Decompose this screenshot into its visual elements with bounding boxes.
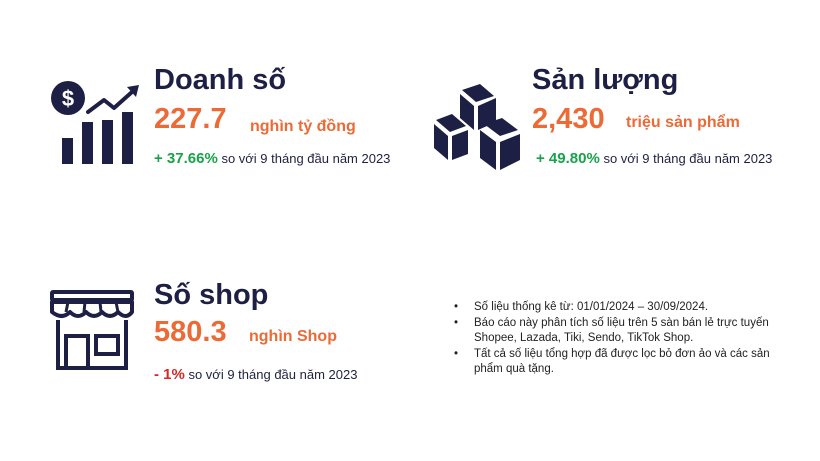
output-unit: triệu sản phẩm [626,114,740,131]
shops-value: 580.3 [154,316,227,348]
note-item: Báo cáo này phân tích số liệu trên 5 sàn… [454,316,797,347]
svg-text:$: $ [62,86,74,111]
shops-title: Số shop [154,279,269,311]
shop-icon [50,290,134,370]
output-change: + 49.80% so với 9 tháng đầu năm 2023 [536,150,772,167]
output-change-text: so với 9 tháng đầu năm 2023 [603,151,773,166]
revenue-unit: nghìn tỷ đồng [250,118,356,135]
revenue-change-text: so với 9 tháng đầu năm 2023 [221,151,391,166]
revenue-chart-icon: $ [51,81,139,164]
note-item: Số liệu thống kê từ: 01/01/2024 – 30/09/… [454,300,797,316]
revenue-change-percent: + 37.66% [154,150,218,167]
output-change-percent: + 49.80% [536,150,600,167]
shops-change-percent: - 1% [154,366,185,383]
note-item: Tất cả số liệu tổng hợp đã được lọc bỏ đ… [454,347,797,378]
revenue-title: Doanh số [154,64,287,96]
output-title: Sản lượng [532,64,679,96]
output-value: 2,430 [532,103,605,135]
shops-unit: nghìn Shop [249,328,337,345]
notes-list: Số liệu thống kê từ: 01/01/2024 – 30/09/… [452,300,797,378]
boxes-icon [434,84,520,170]
revenue-value: 227.7 [154,103,227,135]
revenue-change: + 37.66% so với 9 tháng đầu năm 2023 [154,150,390,167]
shops-change-text: so với 9 tháng đầu năm 2023 [188,367,358,382]
shops-change: - 1% so với 9 tháng đầu năm 2023 [154,366,357,383]
